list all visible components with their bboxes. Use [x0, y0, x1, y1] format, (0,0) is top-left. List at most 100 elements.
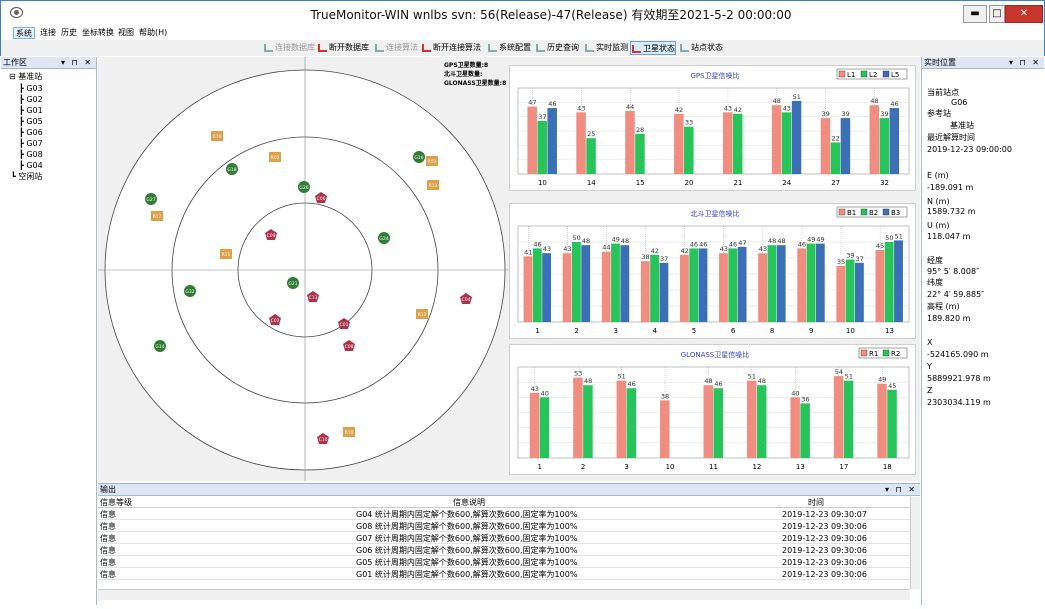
tree-node-base-stations[interactable]: ⊟ 基准站 [9, 72, 43, 81]
bar-B1-9[interactable] [797, 248, 807, 322]
minimize-button[interactable]: ▬ [963, 5, 987, 23]
bar-L2-24[interactable] [781, 112, 792, 174]
toolbar-algorithm-disconnect-button[interactable]: 断开连接算法 [421, 41, 481, 55]
bar-L1-14[interactable] [576, 112, 586, 174]
satellite-C04[interactable]: C04 [460, 293, 472, 304]
bar-L5-24[interactable] [791, 100, 802, 174]
bar-L2-15[interactable] [635, 133, 645, 174]
bar-L2-10[interactable] [537, 120, 547, 174]
bar-B1-6[interactable] [719, 253, 728, 322]
bar-R2-18[interactable] [887, 389, 897, 458]
bar-B2-6[interactable] [728, 248, 738, 322]
bar-R1-1[interactable] [529, 392, 540, 458]
col-time[interactable]: 时间 [808, 498, 824, 507]
satellite-R03[interactable]: R03 [426, 156, 438, 166]
bar-B3-4[interactable] [659, 262, 669, 322]
satellite-G32[interactable]: G32 [184, 285, 196, 297]
bar-B3-1[interactable] [542, 253, 552, 322]
satellite-C02[interactable]: C02 [269, 314, 281, 325]
bar-L2-20[interactable] [684, 126, 694, 174]
col-level[interactable]: 信息等级 [100, 498, 132, 507]
workspace-panel-controls[interactable]: ▾ ⊓ ✕ [60, 58, 93, 67]
bar-R2-11[interactable] [713, 388, 724, 458]
bar-L1-20[interactable] [674, 113, 684, 174]
realtime-panel-controls[interactable]: ▾ ⊓ ✕ [1008, 58, 1041, 67]
bar-R1-11[interactable] [703, 385, 714, 458]
bar-B2-4[interactable] [650, 254, 660, 322]
output-row[interactable]: 信息 G07 统计周期内固定解个数600,解算次数600,固定率为100% 2019… [98, 533, 910, 544]
satellite-C06[interactable]: C06 [315, 192, 327, 203]
bar-B2-13[interactable] [884, 242, 894, 322]
satellite-G26[interactable]: G26 [298, 181, 310, 193]
bar-R1-2[interactable] [573, 377, 583, 458]
col-description[interactable]: 信息说明 [453, 498, 485, 507]
menu-help[interactable]: 帮助(H) [139, 28, 168, 37]
bar-R2-12[interactable] [756, 385, 767, 458]
bar-R1-17[interactable] [833, 376, 844, 458]
satellite-G14[interactable]: G14 [154, 340, 166, 352]
output-vertical-scrollbar[interactable] [910, 497, 920, 589]
bar-B1-1[interactable] [523, 256, 533, 322]
maximize-button[interactable]: □ [989, 5, 1005, 23]
bar-B1-10[interactable] [836, 266, 846, 322]
bar-L1-32[interactable] [869, 105, 880, 174]
bar-L1-27[interactable] [820, 118, 831, 174]
satellite-C08[interactable]: C08 [343, 340, 355, 351]
satellite-R02[interactable]: R02 [269, 152, 281, 162]
toolbar-satellite-flag-button[interactable]: 卫星状态 [630, 41, 676, 55]
bar-L2-14[interactable] [586, 138, 596, 174]
bar-B2-1[interactable] [532, 248, 542, 322]
toolbar-database-disconnect-button[interactable]: 断开数据库 [317, 41, 369, 55]
bar-R1-13[interactable] [790, 397, 800, 458]
output-row[interactable]: 信息 G05 统计周期内固定解个数600,解算次数600,固定率为100% 2019… [98, 557, 910, 568]
menu-connect[interactable]: 连接 [40, 28, 56, 37]
bar-B3-2[interactable] [581, 245, 591, 322]
satellite-C10[interactable]: C10 [317, 433, 329, 444]
satellite-G24[interactable]: G24 [378, 232, 390, 244]
satellite-R13[interactable]: R13 [427, 180, 439, 190]
bar-B3-10[interactable] [855, 262, 864, 322]
bar-R2-13[interactable] [800, 403, 810, 458]
bar-L1-15[interactable] [625, 110, 635, 174]
toolbar-station-status-button[interactable]: 站点状态 [679, 41, 723, 55]
satellite-C13[interactable]: C13 [307, 291, 319, 302]
bar-L1-10[interactable] [527, 106, 537, 174]
bar-B3-6[interactable] [737, 246, 747, 322]
toolbar-database-connect-button[interactable]: 连接数据库 [263, 41, 315, 55]
bar-B3-13[interactable] [894, 240, 903, 322]
satellite-R12[interactable]: R12 [416, 309, 428, 319]
bar-R2-17[interactable] [843, 380, 854, 458]
bar-B2-3[interactable] [611, 243, 620, 322]
tree-node-station[interactable]: ┣ G04 [19, 161, 43, 170]
menu-view[interactable]: 视图 [118, 28, 134, 37]
menu-coord-transform[interactable]: 坐标转换 [82, 28, 114, 37]
satellite-R11[interactable]: R11 [220, 249, 232, 259]
bar-B2-8[interactable] [767, 245, 777, 322]
bar-R1-18[interactable] [877, 383, 887, 458]
toolbar-monitor-button[interactable]: 实时监测 [584, 41, 628, 55]
bar-L1-21[interactable] [722, 112, 733, 174]
output-horizontal-scrollbar[interactable] [98, 589, 910, 600]
tree-node-idle-stations[interactable]: ┗ 空闲站 [11, 172, 43, 181]
satellite-R10[interactable]: R10 [343, 427, 355, 437]
satellite-R18[interactable]: R18 [211, 131, 223, 141]
bar-L5-10[interactable] [547, 108, 557, 174]
bar-R2-1[interactable] [539, 397, 550, 458]
bar-B3-9[interactable] [815, 243, 825, 322]
toolbar-config-button[interactable]: 系统配置 [487, 41, 531, 55]
output-row[interactable]: 信息 G04 统计周期内固定解个数600,解算次数600,固定率为100% 2019… [98, 509, 910, 520]
bar-B2-10[interactable] [845, 259, 855, 322]
satellite-G21[interactable]: G21 [287, 277, 299, 289]
tree-node-station[interactable]: ┣ G02 [19, 95, 43, 104]
bar-L2-21[interactable] [732, 113, 743, 174]
close-button[interactable]: ✕ [1005, 5, 1043, 23]
bar-B2-2[interactable] [571, 242, 581, 322]
bar-L2-27[interactable] [830, 142, 841, 174]
output-panel-controls[interactable]: ▾ ⊓ ✕ [884, 485, 917, 494]
toolbar-algorithm-connect-button[interactable]: 连接算法 [374, 41, 418, 55]
bar-B1-3[interactable] [601, 251, 611, 322]
output-row[interactable]: 信息 G01 统计周期内固定解个数600,解算次数600,固定率为100% 2019… [98, 569, 910, 580]
bar-B1-4[interactable] [640, 261, 650, 322]
bar-B2-9[interactable] [806, 243, 816, 322]
tree-node-station[interactable]: ┣ G05 [19, 117, 43, 126]
